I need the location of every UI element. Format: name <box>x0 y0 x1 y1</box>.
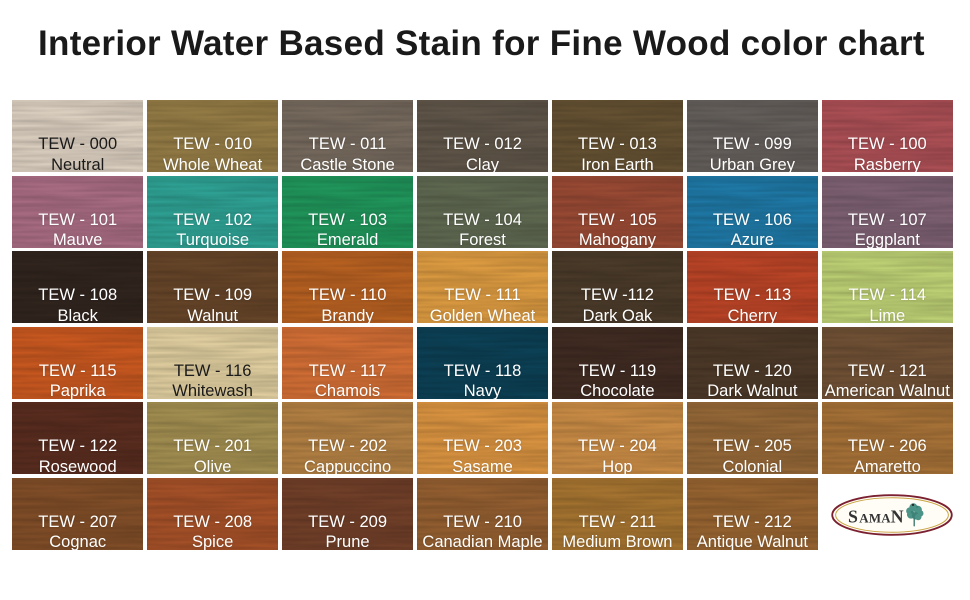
svg-text:N: N <box>891 506 904 526</box>
svg-text:AMA: AMA <box>859 510 891 525</box>
svg-text:S: S <box>848 506 858 526</box>
